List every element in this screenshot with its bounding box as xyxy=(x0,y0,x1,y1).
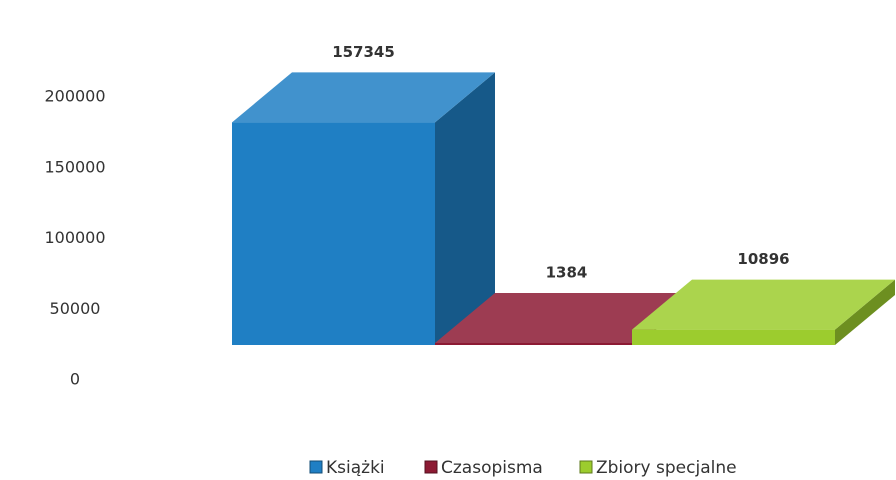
bar-top xyxy=(632,279,895,330)
bar-front xyxy=(435,343,638,345)
legend-swatch xyxy=(424,460,438,474)
bar-front xyxy=(232,122,435,345)
value-label: 1384 xyxy=(546,264,588,282)
legend-label: Czasopisma xyxy=(441,458,543,478)
bar-side xyxy=(435,72,495,346)
bar-top xyxy=(232,72,495,123)
legend-swatch xyxy=(579,460,593,474)
bar-side xyxy=(835,279,895,345)
y-tick-label: 100000 xyxy=(44,228,105,247)
value-label: 10896 xyxy=(737,250,789,268)
y-tick-label: 150000 xyxy=(44,157,105,176)
value-label: 157345 xyxy=(332,43,395,61)
legend-label: Zbiory specjalne xyxy=(596,458,737,478)
legend-label: Książki xyxy=(326,458,385,478)
y-tick-label: 50000 xyxy=(50,299,101,318)
bar xyxy=(632,279,895,345)
bar xyxy=(232,72,495,346)
y-tick-label: 0 xyxy=(70,370,80,389)
bar-front xyxy=(632,329,835,345)
legend-swatch xyxy=(309,460,323,474)
y-tick-label: 200000 xyxy=(44,87,105,106)
